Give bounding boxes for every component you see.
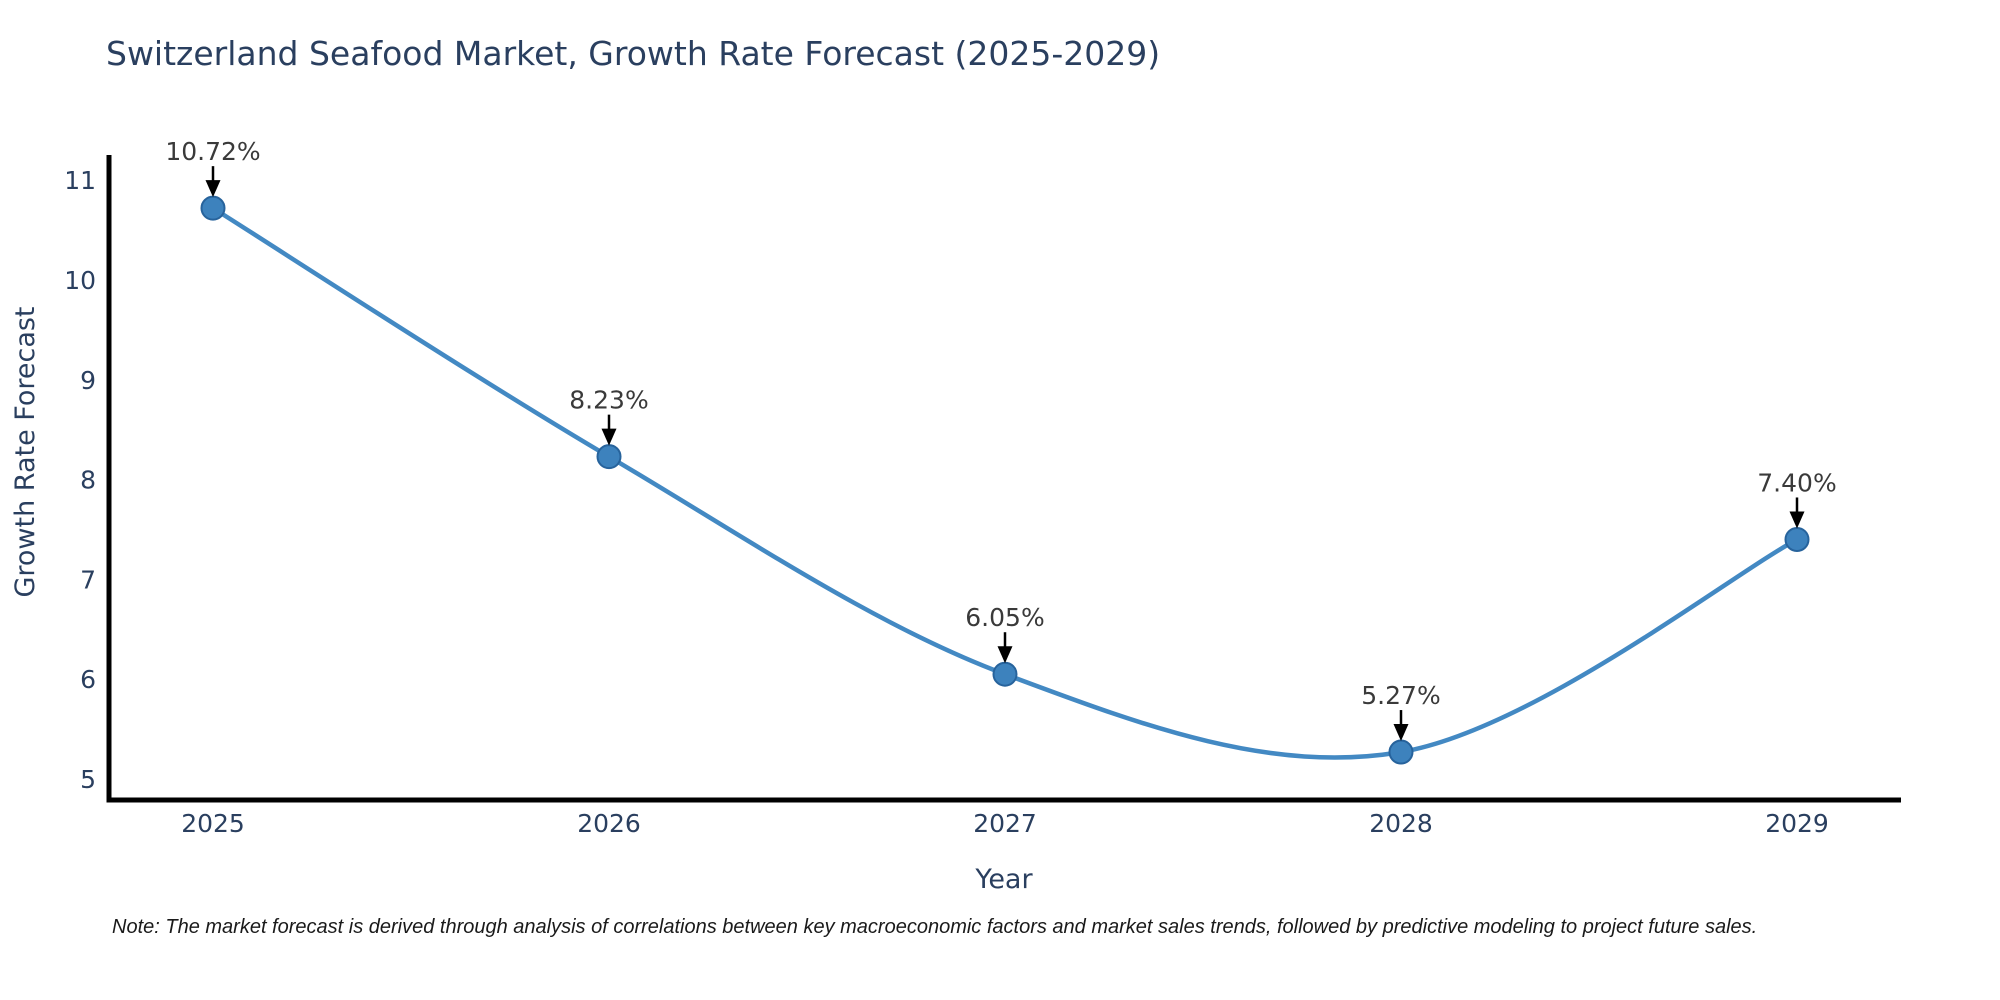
point-annotation-label: 8.23% xyxy=(569,386,648,415)
data-point-markers xyxy=(200,195,1810,765)
data-point-marker xyxy=(596,444,622,470)
x-axis-title: Year xyxy=(974,864,1033,895)
x-axis-tick-labels: 2025 2026 2027 2028 2029 xyxy=(181,809,1829,838)
x-tick-label: 2029 xyxy=(1765,809,1829,838)
annotation-arrow-head xyxy=(997,646,1013,664)
annotation-arrow-head xyxy=(601,428,617,446)
point-annotation-label: 7.40% xyxy=(1757,468,1836,497)
y-axis-tick-labels: 5 6 7 8 9 10 11 xyxy=(64,166,96,794)
x-tick-label: 2025 xyxy=(181,809,245,838)
data-point-marker xyxy=(1388,739,1414,765)
y-tick-label: 10 xyxy=(64,266,96,295)
x-tick-label: 2027 xyxy=(973,809,1037,838)
x-tick-label: 2026 xyxy=(577,809,641,838)
y-tick-label: 9 xyxy=(80,366,96,395)
y-tick-label: 5 xyxy=(80,765,96,794)
annotation-arrow-head xyxy=(1789,511,1805,529)
data-point-marker xyxy=(992,661,1018,687)
y-tick-label: 11 xyxy=(64,166,96,195)
point-annotation-label: 10.72% xyxy=(165,137,260,166)
footnote: Note: The market forecast is derived thr… xyxy=(112,916,1758,938)
x-tick-label: 2028 xyxy=(1369,809,1433,838)
annotation-arrow-head xyxy=(205,180,221,198)
point-annotation-label: 6.05% xyxy=(965,603,1044,632)
chart-title: Switzerland Seafood Market, Growth Rate … xyxy=(106,34,1161,73)
y-tick-label: 7 xyxy=(80,565,96,594)
data-point-marker xyxy=(1784,526,1810,552)
point-annotations: 10.72% 8.23% 6.05% 5.27% 7.40% xyxy=(165,137,1837,742)
data-point-marker xyxy=(200,195,226,221)
y-tick-label: 6 xyxy=(80,665,96,694)
y-tick-label: 8 xyxy=(80,466,96,495)
point-annotation-label: 5.27% xyxy=(1361,681,1440,710)
y-axis-title: Growth Rate Forecast xyxy=(10,306,41,597)
annotation-arrow-head xyxy=(1393,724,1409,742)
